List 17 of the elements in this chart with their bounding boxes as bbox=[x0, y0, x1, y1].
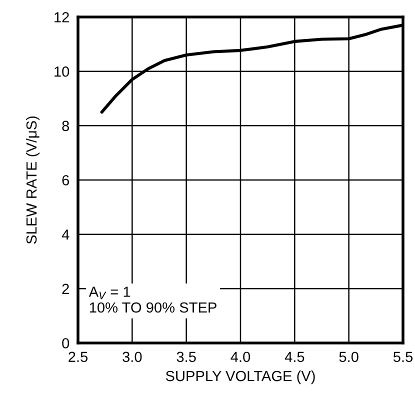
x-tick-label: 2.5 bbox=[68, 352, 88, 362]
y-tick-label: 10 bbox=[54, 66, 70, 77]
y-axis-title: SLEW RATE (V/μS) bbox=[26, 116, 40, 244]
y-tick-label: 4 bbox=[62, 230, 70, 240]
annotation: A$_{V}$ = 1 10% TO 90% STEP bbox=[88, 286, 216, 313]
x-tick-label: 3.5 bbox=[176, 352, 196, 362]
x-tick-label: 5.0 bbox=[339, 352, 358, 362]
y-tick-label: 12 bbox=[54, 12, 69, 22]
x-tick-label: 3.0 bbox=[122, 352, 142, 362]
x-tick-label: 4.0 bbox=[230, 352, 250, 362]
y-tick-label: 8 bbox=[62, 120, 70, 132]
x-tick-label: 4.5 bbox=[284, 352, 304, 362]
y-tick-label: 0 bbox=[62, 338, 70, 348]
y-tick-label: 2 bbox=[62, 284, 69, 294]
y-tick-label: 6 bbox=[62, 175, 70, 186]
x-tick-label: 5.5 bbox=[393, 352, 413, 362]
x-axis-title: SUPPLY VOLTAGE (V) bbox=[166, 370, 315, 384]
